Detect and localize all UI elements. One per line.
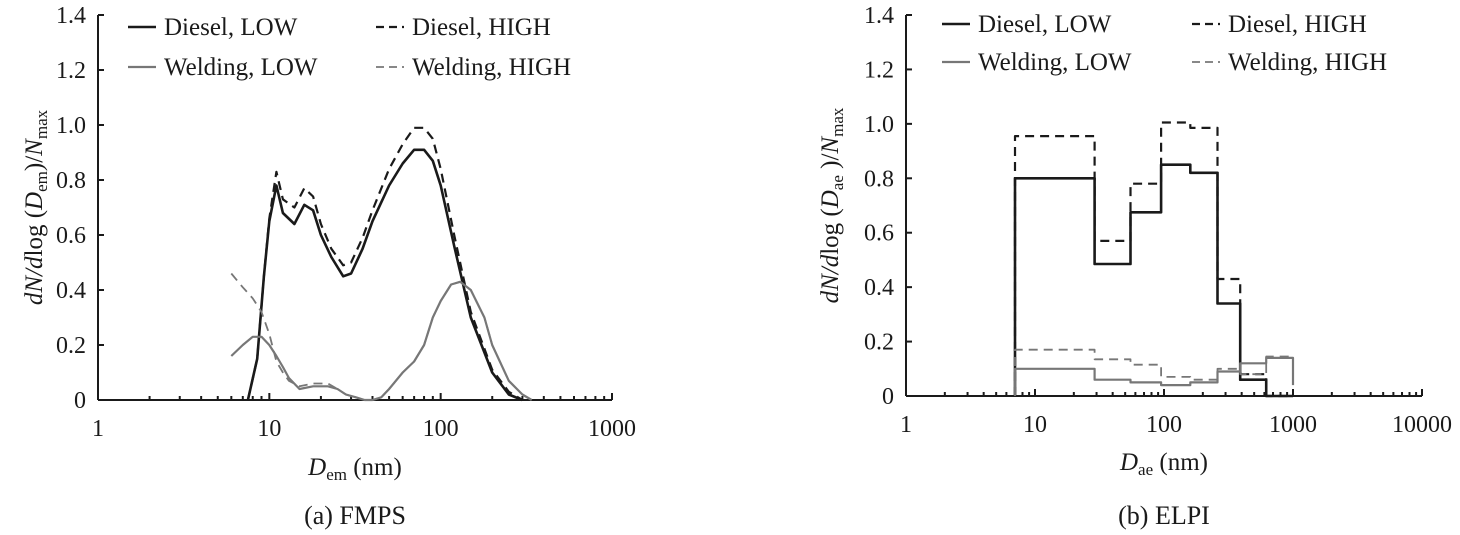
x-tick-label: 10 — [257, 416, 281, 442]
y-axis-label: dN/dlog (Dae )/Nmax — [817, 107, 847, 303]
y-tick-label: 1.4 — [864, 3, 894, 29]
series-line-diesel-high — [1013, 121, 1293, 398]
legend-label: Diesel, HIGH — [412, 14, 551, 41]
y-tick-label: 1.0 — [864, 112, 894, 138]
y-tick-label: 1.2 — [56, 58, 86, 84]
legend-label: Welding, HIGH — [1228, 49, 1387, 76]
chart-elpi: 0 0.2 0.4 0.6 0.8 1.0 1.2 1.4 1 10 100 1000 10000 Die… — [817, 3, 1452, 530]
x-tick-label: 1000 — [1269, 412, 1317, 438]
y-tick-label: 0.2 — [864, 330, 894, 356]
y-tick-label: 0 — [74, 388, 86, 414]
legend-label: Diesel, HIGH — [1228, 11, 1367, 38]
y-tick-label: 0 — [882, 384, 894, 410]
x-axis-label: Dae (nm) — [1119, 449, 1208, 479]
y-tick-label: 0.2 — [56, 333, 86, 359]
x-tick-label: 100 — [423, 416, 459, 442]
y-tick-label: 1.4 — [56, 3, 86, 29]
legend-label: Welding, LOW — [164, 54, 318, 81]
x-tick-label: 100 — [1146, 412, 1182, 438]
legend-label: Welding, LOW — [978, 49, 1132, 76]
x-tick-label: 10 — [1023, 412, 1047, 438]
y-tick-label: 0.8 — [56, 168, 86, 194]
chart-caption: (b) ELPI — [1118, 501, 1210, 530]
series-line-welding-high — [1014, 348, 1294, 396]
y-tick-label: 0.4 — [864, 275, 894, 301]
series-line-diesel-high — [246, 126, 523, 401]
y-axis-label: dN/dlog (Dem)/Nmax — [21, 109, 51, 305]
chart-caption: (a) FMPS — [304, 501, 406, 530]
series-line-diesel-low — [246, 148, 523, 402]
x-axis-label: Dem (nm) — [307, 454, 402, 484]
series-line-welding-low — [230, 280, 533, 402]
x-tick-label: 1 — [900, 412, 912, 438]
x-tick-label: 1 — [92, 416, 104, 442]
y-tick-label: 0.6 — [56, 223, 86, 249]
y-tick-label: 1.0 — [56, 113, 86, 139]
series-line-diesel-low — [1013, 163, 1293, 398]
legend-label: Diesel, LOW — [978, 11, 1112, 38]
y-tick-label: 0.4 — [56, 278, 86, 304]
y-tick-label: 0.8 — [864, 166, 894, 192]
legend-label: Diesel, LOW — [164, 14, 298, 41]
series-line-welding-low — [1013, 356, 1295, 396]
x-tick-label: 10000 — [1392, 412, 1452, 438]
chart-fmps: 0 0.2 0.4 0.6 0.8 1.0 1.2 1.4 1 10 100 1000 Diesel, … — [21, 3, 636, 530]
x-tick-label: 1000 — [588, 416, 636, 442]
y-tick-label: 1.2 — [864, 57, 894, 83]
legend-label: Welding, HIGH — [412, 54, 571, 81]
series-line-welding-high — [230, 272, 533, 401]
y-tick-label: 0.6 — [864, 221, 894, 247]
